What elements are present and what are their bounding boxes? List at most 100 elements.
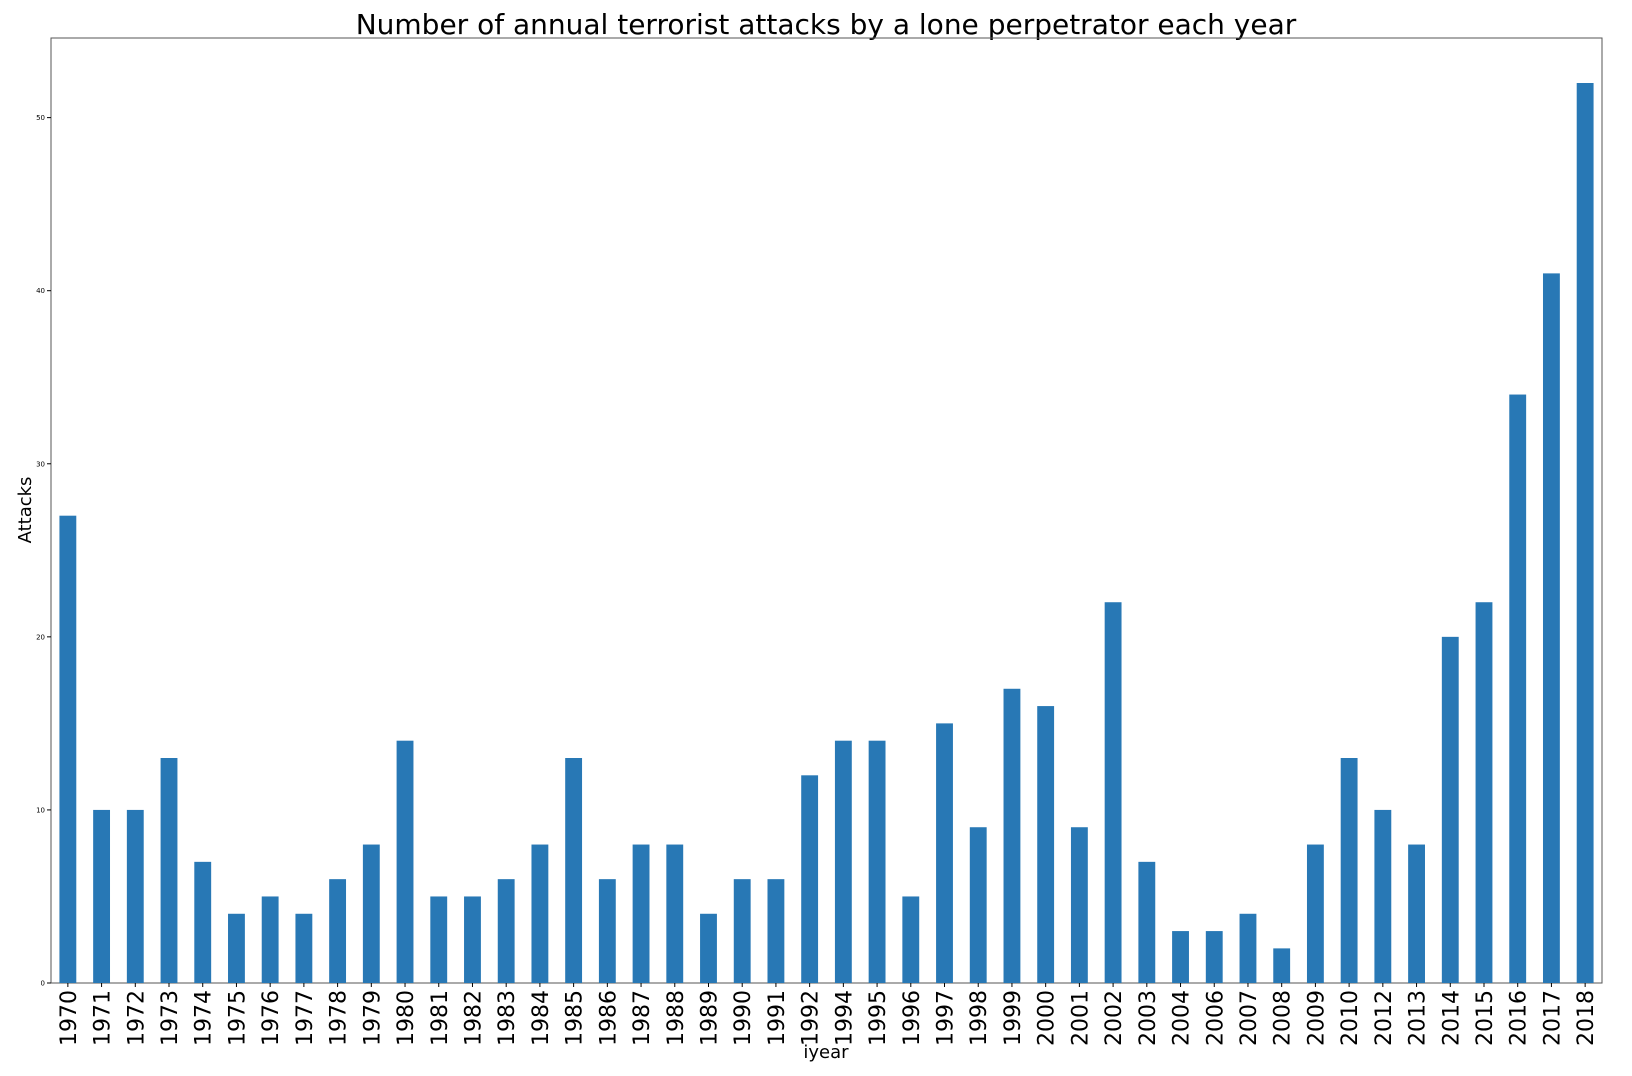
bar-1974 <box>194 861 212 983</box>
x-tick-label-2003: 2003 <box>1136 990 1161 1046</box>
bar-2013 <box>1408 844 1425 983</box>
x-tick-label-1994: 1994 <box>832 990 857 1046</box>
y-axis-label: Attacks <box>15 477 36 544</box>
x-tick-label-1987: 1987 <box>630 990 655 1046</box>
bar-2012 <box>1374 809 1392 983</box>
bar-1978 <box>329 879 347 983</box>
bars-group <box>59 83 1594 983</box>
bar-2006 <box>1205 931 1223 983</box>
x-tick-label-1982: 1982 <box>461 990 486 1046</box>
bar-1971 <box>93 809 111 983</box>
x-tick-label-1986: 1986 <box>596 990 621 1046</box>
bar-1970 <box>59 515 77 983</box>
x-tick-label-1972: 1972 <box>124 990 149 1046</box>
bar-1997 <box>936 723 953 983</box>
bar-1991 <box>767 879 785 983</box>
x-tick-label-1985: 1985 <box>563 990 588 1046</box>
x-tick-label-1983: 1983 <box>495 990 520 1046</box>
bar-1988 <box>666 844 684 983</box>
bar-1992 <box>801 775 819 983</box>
bar-1982 <box>464 896 481 983</box>
x-tick-label-1975: 1975 <box>225 990 250 1046</box>
x-tick-label-2001: 2001 <box>1068 990 1093 1046</box>
bar-2008 <box>1273 948 1291 983</box>
bar-2000 <box>1037 706 1055 983</box>
x-tick-label-1991: 1991 <box>765 990 790 1046</box>
x-tick-label-1976: 1976 <box>259 990 284 1046</box>
x-tick-label-1988: 1988 <box>664 990 689 1046</box>
x-tick-label-2018: 2018 <box>1574 990 1599 1046</box>
x-tick-label-2004: 2004 <box>1170 990 1195 1046</box>
bar-1995 <box>868 740 886 983</box>
bar-1979 <box>362 844 380 983</box>
x-tick-label-1984: 1984 <box>529 990 554 1046</box>
bar-1986 <box>598 879 616 983</box>
bar-1975 <box>228 913 245 983</box>
x-tick-label-1979: 1979 <box>360 990 385 1046</box>
y-tick-label-10: 10 <box>36 806 45 814</box>
bar-1990 <box>733 879 751 983</box>
x-tick-label-2002: 2002 <box>1102 990 1127 1046</box>
x-tick-label-1992: 1992 <box>799 990 824 1046</box>
x-axis-ticks: 1970 1971 1972 1973 1974 1975 1976 1977 1978 1979… <box>57 983 1599 1046</box>
x-tick-label-2009: 2009 <box>1304 990 1329 1046</box>
bar-1999 <box>1003 688 1021 983</box>
bar-2017 <box>1542 273 1560 983</box>
x-tick-label-2016: 2016 <box>1507 990 1532 1046</box>
x-tick-label-1980: 1980 <box>394 990 419 1046</box>
bar-2018 <box>1576 83 1594 983</box>
bar-1994 <box>834 740 852 983</box>
bar-2014 <box>1441 636 1459 983</box>
bar-1989 <box>700 913 717 983</box>
x-tick-label-1978: 1978 <box>327 990 352 1046</box>
x-tick-label-2013: 2013 <box>1406 990 1431 1046</box>
x-tick-label-2007: 2007 <box>1237 990 1262 1046</box>
y-tick-label-20: 20 <box>36 633 45 641</box>
bar-1984 <box>531 844 549 983</box>
bar-2016 <box>1509 394 1527 983</box>
chart-title: Number of annual terrorist attacks by a … <box>356 8 1297 41</box>
x-tick-label-1995: 1995 <box>866 990 891 1046</box>
x-tick-label-1996: 1996 <box>900 990 925 1046</box>
bar-2009 <box>1306 844 1324 983</box>
x-tick-label-2017: 2017 <box>1540 990 1565 1046</box>
x-axis-label: iyear <box>803 1042 849 1063</box>
bar-1985 <box>565 758 583 983</box>
bar-1996 <box>902 896 920 983</box>
x-tick-label-2000: 2000 <box>1035 990 1060 1046</box>
bar-1987 <box>632 844 650 983</box>
y-tick-label-0: 0 <box>41 980 45 988</box>
x-tick-label-1989: 1989 <box>697 990 722 1046</box>
x-tick-label-2008: 2008 <box>1271 990 1296 1046</box>
x-tick-label-1990: 1990 <box>731 990 756 1046</box>
x-tick-label-1973: 1973 <box>158 990 183 1046</box>
y-tick-label-50: 50 <box>36 114 45 122</box>
bar-1977 <box>295 913 313 983</box>
y-tick-label-30: 30 <box>36 460 45 468</box>
bar-1998 <box>969 827 987 983</box>
x-tick-label-2014: 2014 <box>1439 990 1464 1046</box>
bar-2001 <box>1070 827 1088 983</box>
x-tick-label-2015: 2015 <box>1473 990 1498 1046</box>
plot-area-frame <box>50 37 1603 984</box>
x-tick-label-1999: 1999 <box>1001 990 1026 1046</box>
x-tick-label-2010: 2010 <box>1338 990 1363 1046</box>
x-tick-label-1974: 1974 <box>192 990 217 1046</box>
bar-2015 <box>1475 602 1493 983</box>
bar-1976 <box>261 896 279 983</box>
y-tick-label-40: 40 <box>36 287 45 295</box>
bar-1973 <box>160 758 178 983</box>
y-axis-ticks: 0 10 20 30 40 50 <box>36 114 51 988</box>
bar-2003 <box>1138 861 1156 983</box>
bar-2010 <box>1340 758 1358 983</box>
x-tick-label-1977: 1977 <box>293 990 318 1046</box>
x-tick-label-1970: 1970 <box>57 990 82 1046</box>
bar-2007 <box>1239 913 1257 983</box>
x-tick-label-1997: 1997 <box>934 990 959 1046</box>
x-tick-label-2012: 2012 <box>1372 990 1397 1046</box>
x-tick-label-2006: 2006 <box>1203 990 1228 1046</box>
x-tick-label-1998: 1998 <box>967 990 992 1046</box>
x-tick-label-1971: 1971 <box>91 990 116 1046</box>
